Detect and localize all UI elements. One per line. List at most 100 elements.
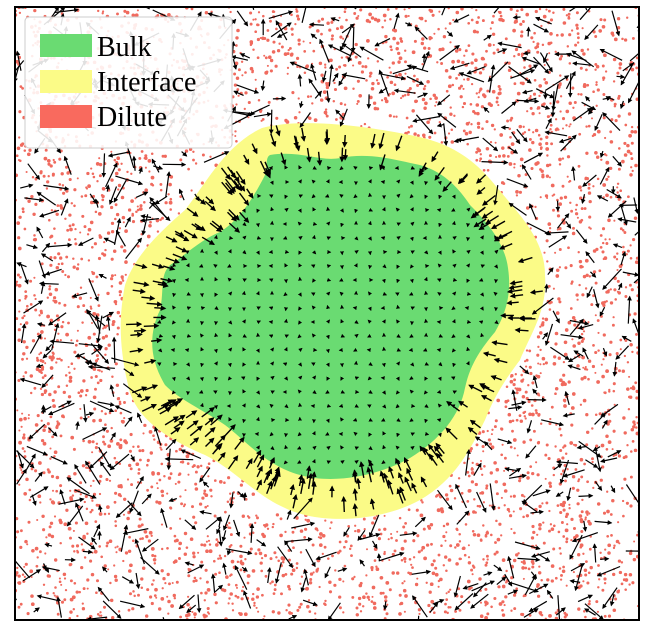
dilute-particle	[584, 516, 587, 519]
dilute-particle	[21, 207, 25, 211]
dilute-particle	[46, 180, 50, 184]
dilute-particle	[101, 12, 104, 15]
dilute-particle	[53, 227, 56, 230]
dilute-particle	[458, 540, 462, 543]
dilute-particle	[98, 614, 101, 617]
dilute-particle	[605, 290, 609, 294]
dilute-particle	[539, 363, 542, 366]
dilute-particle	[86, 532, 89, 535]
dilute-particle	[158, 478, 162, 482]
dilute-particle	[447, 132, 451, 135]
dilute-particle	[437, 553, 441, 557]
dilute-particle	[539, 372, 542, 375]
dilute-particle	[200, 591, 203, 595]
dilute-particle	[55, 266, 60, 270]
dilute-particle	[458, 48, 462, 52]
flow-arrow	[584, 24, 599, 41]
dilute-particle	[427, 526, 432, 530]
dilute-particle	[426, 120, 430, 125]
dilute-particle	[343, 10, 347, 13]
flow-arrow	[199, 402, 204, 408]
dilute-particle	[71, 544, 75, 548]
dilute-particle	[125, 391, 129, 396]
dilute-particle	[457, 477, 461, 480]
dilute-particle	[426, 79, 430, 84]
dilute-particle	[464, 131, 469, 136]
dilute-particle	[148, 224, 152, 228]
dilute-particle	[370, 566, 374, 570]
dilute-particle	[100, 555, 104, 559]
dilute-particle	[184, 489, 187, 492]
dilute-particle	[571, 474, 576, 479]
dilute-particle	[127, 569, 132, 573]
dilute-particle	[244, 91, 248, 95]
dilute-particle	[509, 445, 513, 449]
flow-arrow	[532, 375, 538, 389]
dilute-particle	[470, 82, 474, 86]
legend-label-bulk: Bulk	[97, 32, 151, 63]
dilute-particle	[249, 40, 254, 44]
dilute-particle	[400, 546, 405, 551]
dilute-particle	[204, 614, 208, 618]
flow-arrow	[326, 403, 332, 408]
flow-arrow	[496, 576, 507, 586]
dilute-particle	[33, 237, 38, 242]
flow-arrow	[119, 600, 146, 609]
dilute-particle	[608, 238, 611, 241]
dilute-particle	[602, 358, 605, 361]
flow-arrow	[521, 89, 533, 95]
flow-arrow	[63, 155, 72, 175]
dilute-particle	[56, 612, 60, 616]
dilute-particle	[478, 91, 481, 94]
dilute-particle	[558, 202, 563, 206]
dilute-particle	[565, 540, 569, 544]
dilute-particle	[545, 239, 549, 243]
dilute-particle	[506, 507, 510, 512]
flow-arrow	[140, 214, 152, 219]
dilute-particle	[267, 55, 272, 60]
dilute-particle	[497, 84, 501, 89]
dilute-particle	[535, 411, 538, 415]
dilute-particle	[102, 440, 105, 444]
dilute-particle	[49, 263, 53, 267]
dilute-particle	[559, 95, 563, 98]
dilute-particle	[550, 564, 555, 568]
dilute-particle	[605, 193, 609, 198]
dilute-particle	[40, 392, 45, 397]
dilute-particle	[631, 350, 634, 354]
dilute-particle	[510, 142, 515, 146]
dilute-particle	[565, 584, 568, 587]
dilute-particle	[45, 536, 48, 539]
dilute-particle	[587, 359, 592, 363]
dilute-particle	[46, 468, 50, 471]
dilute-particle	[76, 177, 79, 180]
dilute-particle	[88, 614, 93, 619]
dilute-particle	[554, 392, 557, 396]
dilute-particle	[103, 240, 106, 244]
dilute-particle	[63, 598, 67, 602]
dilute-particle	[173, 596, 177, 600]
dilute-particle	[279, 517, 283, 521]
flow-arrow	[497, 438, 513, 445]
flow-arrow	[382, 444, 387, 450]
dilute-particle	[228, 597, 231, 600]
dilute-particle	[122, 221, 125, 224]
flow-arrow	[324, 566, 331, 579]
dilute-particle	[580, 339, 584, 343]
dilute-particle	[576, 364, 580, 368]
dilute-particle	[64, 217, 67, 220]
dilute-particle	[213, 479, 217, 482]
dilute-particle	[149, 451, 154, 455]
dilute-particle	[334, 569, 337, 572]
dilute-particle	[526, 476, 530, 480]
dilute-particle	[312, 571, 315, 574]
dilute-particle	[257, 548, 261, 552]
dilute-particle	[216, 540, 220, 544]
dilute-particle	[563, 195, 568, 199]
dilute-particle	[550, 579, 554, 583]
dilute-particle	[569, 123, 572, 126]
dilute-particle	[131, 607, 135, 611]
flow-arrow	[544, 130, 568, 137]
flow-arrow	[483, 571, 493, 576]
dilute-particle	[99, 611, 102, 614]
